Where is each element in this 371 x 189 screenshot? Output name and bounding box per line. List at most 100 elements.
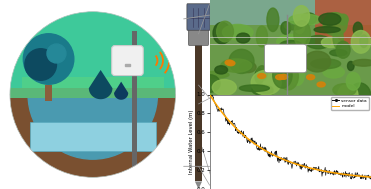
- Circle shape: [276, 75, 284, 80]
- Ellipse shape: [349, 83, 371, 109]
- Polygon shape: [132, 31, 137, 170]
- Ellipse shape: [284, 22, 303, 30]
- Y-axis label: Internal Water Level (m): Internal Water Level (m): [189, 109, 194, 174]
- FancyBboxPatch shape: [112, 46, 143, 76]
- Circle shape: [47, 44, 66, 63]
- FancyBboxPatch shape: [205, 0, 371, 101]
- Circle shape: [276, 55, 284, 60]
- sensor data: [282, 158, 287, 160]
- Ellipse shape: [280, 46, 299, 72]
- Ellipse shape: [321, 37, 340, 48]
- Ellipse shape: [222, 24, 253, 40]
- model: [282, 159, 286, 161]
- Ellipse shape: [229, 49, 254, 74]
- Ellipse shape: [202, 71, 229, 78]
- Ellipse shape: [323, 12, 347, 36]
- Ellipse shape: [278, 63, 298, 90]
- Ellipse shape: [336, 41, 350, 58]
- Ellipse shape: [240, 62, 256, 73]
- Line: model: model: [210, 94, 371, 177]
- FancyBboxPatch shape: [188, 11, 209, 45]
- model: [303, 166, 307, 168]
- model: [207, 93, 212, 96]
- model: [250, 141, 255, 143]
- Ellipse shape: [200, 75, 220, 92]
- FancyBboxPatch shape: [187, 4, 210, 30]
- Ellipse shape: [353, 22, 362, 36]
- Ellipse shape: [267, 8, 279, 32]
- sensor data: [207, 93, 212, 95]
- Circle shape: [23, 34, 74, 84]
- Ellipse shape: [333, 28, 343, 48]
- Polygon shape: [114, 82, 128, 100]
- Ellipse shape: [215, 66, 227, 74]
- Ellipse shape: [323, 66, 344, 78]
- Ellipse shape: [294, 21, 311, 47]
- Ellipse shape: [213, 22, 231, 44]
- Ellipse shape: [301, 13, 316, 25]
- Circle shape: [306, 75, 315, 80]
- Circle shape: [317, 82, 325, 87]
- Polygon shape: [195, 38, 202, 181]
- Polygon shape: [315, 0, 371, 44]
- sensor data: [369, 175, 371, 177]
- Ellipse shape: [330, 50, 347, 56]
- Ellipse shape: [279, 40, 303, 52]
- Ellipse shape: [257, 66, 267, 81]
- Ellipse shape: [314, 27, 340, 33]
- Wedge shape: [28, 94, 157, 159]
- sensor data: [294, 162, 298, 165]
- Ellipse shape: [351, 30, 371, 53]
- Ellipse shape: [306, 35, 331, 49]
- Ellipse shape: [212, 80, 236, 95]
- Ellipse shape: [239, 85, 269, 91]
- Ellipse shape: [348, 61, 354, 70]
- Ellipse shape: [217, 21, 233, 42]
- Ellipse shape: [289, 14, 321, 25]
- Ellipse shape: [346, 72, 360, 90]
- sensor data: [251, 139, 255, 141]
- Ellipse shape: [311, 59, 341, 69]
- Ellipse shape: [333, 84, 356, 96]
- Ellipse shape: [304, 51, 331, 72]
- Polygon shape: [30, 122, 156, 151]
- Wedge shape: [10, 12, 175, 94]
- Ellipse shape: [338, 84, 358, 107]
- Ellipse shape: [280, 51, 289, 71]
- sensor data: [362, 176, 367, 178]
- Ellipse shape: [273, 62, 292, 88]
- Polygon shape: [10, 88, 175, 98]
- Ellipse shape: [263, 90, 273, 96]
- Polygon shape: [45, 85, 52, 101]
- Line: sensor data: sensor data: [210, 93, 371, 180]
- sensor data: [367, 175, 371, 178]
- Circle shape: [10, 12, 175, 177]
- Polygon shape: [195, 181, 202, 189]
- Polygon shape: [89, 70, 112, 99]
- Ellipse shape: [319, 13, 341, 25]
- model: [362, 175, 366, 178]
- Circle shape: [257, 74, 266, 78]
- Ellipse shape: [353, 59, 371, 66]
- Ellipse shape: [295, 18, 305, 33]
- Ellipse shape: [286, 43, 301, 64]
- sensor data: [303, 167, 308, 169]
- Legend: sensor data, model: sensor data, model: [331, 97, 369, 110]
- Ellipse shape: [338, 14, 348, 25]
- Ellipse shape: [251, 70, 281, 95]
- Ellipse shape: [291, 60, 305, 85]
- Ellipse shape: [252, 85, 273, 95]
- sensor data: [364, 178, 368, 181]
- Ellipse shape: [221, 59, 252, 72]
- FancyBboxPatch shape: [265, 44, 306, 73]
- Ellipse shape: [255, 69, 264, 84]
- model: [293, 163, 298, 165]
- Circle shape: [227, 61, 235, 66]
- model: [367, 176, 371, 178]
- Ellipse shape: [360, 35, 368, 47]
- Ellipse shape: [256, 26, 267, 47]
- Ellipse shape: [236, 33, 250, 43]
- Circle shape: [225, 60, 233, 65]
- Polygon shape: [22, 77, 164, 88]
- Circle shape: [25, 49, 56, 80]
